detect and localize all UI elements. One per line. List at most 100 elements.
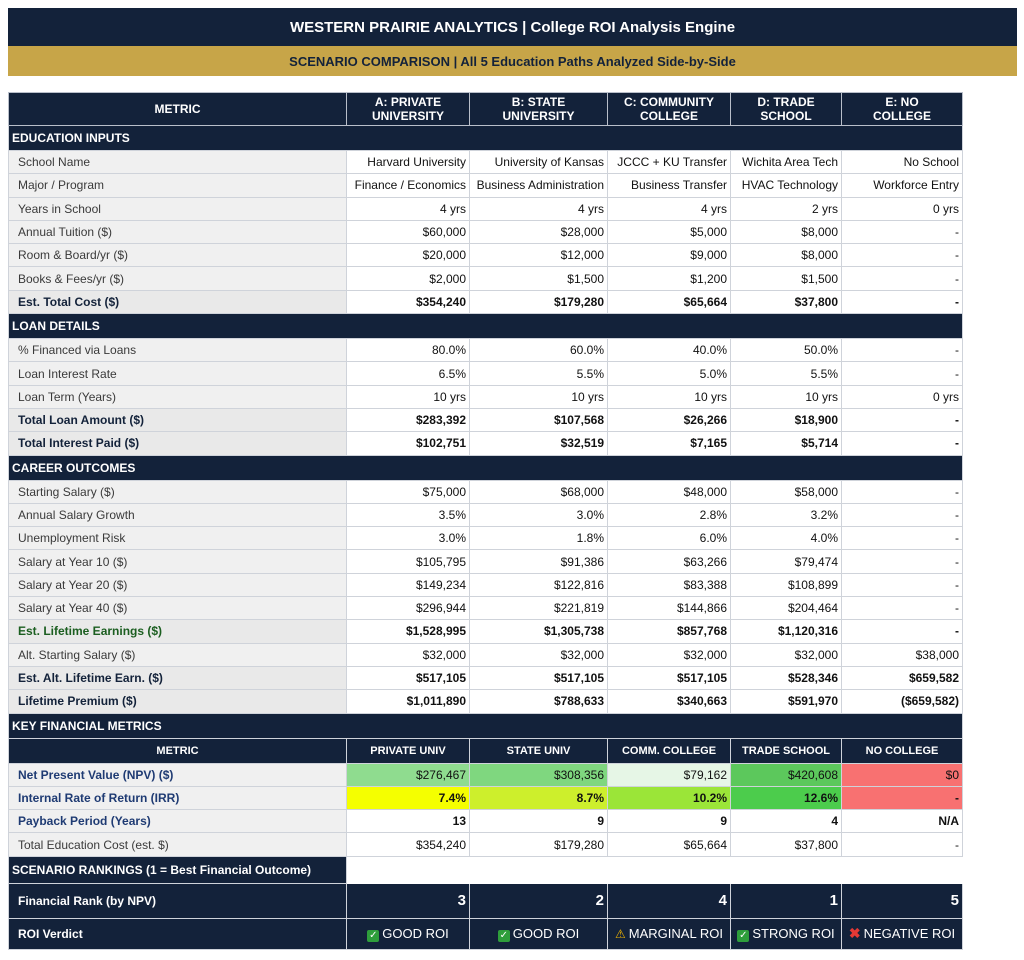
rank-value: 4 bbox=[607, 882, 731, 919]
cell-value: - bbox=[841, 549, 963, 574]
cell-value: $48,000 bbox=[607, 479, 731, 504]
cell-value: Wichita Area Tech bbox=[730, 149, 842, 175]
metric-value: $65,664 bbox=[607, 832, 731, 857]
cell-value: $63,266 bbox=[607, 549, 731, 574]
metric-value: 9 bbox=[607, 809, 731, 834]
table-row: Unemployment Risk 3.0% 1.8% 6.0% 4.0% - bbox=[8, 526, 963, 551]
table-row: School Name Harvard University University … bbox=[8, 149, 963, 175]
verdict-cell: ⚠ MARGINAL ROI bbox=[607, 917, 731, 950]
cell-value: $122,816 bbox=[469, 572, 608, 598]
cell-value: - bbox=[841, 619, 963, 644]
cell-value: 3.0% bbox=[469, 502, 608, 528]
table-row: Salary at Year 20 ($) $149,234 $122,816 $83… bbox=[8, 572, 963, 598]
scenario-header-line2: UNIVERSITY bbox=[502, 109, 575, 123]
scenario-header: D: TRADE SCHOOL bbox=[730, 92, 842, 126]
metric-value: - bbox=[841, 785, 963, 811]
section-header: KEY FINANCIAL METRICS bbox=[8, 712, 963, 739]
cell-value: $38,000 bbox=[841, 642, 963, 667]
metrics-header-cell: TRADE SCHOOL bbox=[730, 737, 842, 764]
table-row: Salary at Year 10 ($) $105,795 $91,386 $63,… bbox=[8, 549, 963, 574]
table-row: Lifetime Premium ($) $1,011,890 $788,633 $3… bbox=[8, 689, 963, 714]
scenario-header-line1: B: STATE bbox=[511, 95, 566, 109]
section-header: EDUCATION INPUTS bbox=[8, 125, 963, 151]
cell-value: 0 yrs bbox=[841, 384, 963, 409]
row-label: Est. Total Cost ($) bbox=[8, 289, 347, 315]
cell-value: JCCC + KU Transfer bbox=[607, 149, 731, 175]
row-label: Est. Lifetime Earnings ($) bbox=[8, 619, 347, 644]
table-row: Total Interest Paid ($) $102,751 $32,519 $7… bbox=[8, 431, 963, 456]
warning-icon: ⚠ bbox=[615, 927, 626, 942]
cell-value: $149,234 bbox=[346, 572, 470, 598]
cell-value: - bbox=[841, 526, 963, 551]
section-header: CAREER OUTCOMES bbox=[8, 454, 963, 481]
cell-value: $5,000 bbox=[607, 219, 731, 245]
cell-value: - bbox=[841, 361, 963, 386]
row-label: Payback Period (Years) bbox=[8, 809, 347, 834]
row-label: Est. Alt. Lifetime Earn. ($) bbox=[8, 665, 347, 691]
metric-value: N/A bbox=[841, 809, 963, 834]
rank-value: 2 bbox=[469, 882, 608, 919]
roi-comparison-table: METRIC A: PRIVATE UNIVERSITY B: STATE UNIVER… bbox=[8, 92, 963, 950]
verdict-cell: ✓ GOOD ROI bbox=[346, 917, 470, 950]
scenario-header-line1: A: PRIVATE bbox=[374, 95, 442, 109]
row-label: School Name bbox=[8, 149, 347, 175]
cell-value: $79,474 bbox=[730, 549, 842, 574]
cell-value: - bbox=[841, 266, 963, 291]
cell-value: $58,000 bbox=[730, 479, 842, 504]
cell-value: - bbox=[841, 431, 963, 456]
section-title: LOAN DETAILS bbox=[8, 313, 963, 340]
cell-value: $517,105 bbox=[346, 665, 470, 691]
verdict-text: STRONG ROI bbox=[752, 925, 835, 941]
cell-value: 50.0% bbox=[730, 338, 842, 363]
cell-value: 5.0% bbox=[607, 361, 731, 386]
row-label: Loan Term (Years) bbox=[8, 384, 347, 409]
cell-value: 80.0% bbox=[346, 338, 470, 363]
cell-value: $107,568 bbox=[469, 407, 608, 433]
cell-value: 5.5% bbox=[469, 361, 608, 386]
cell-value: $37,800 bbox=[730, 289, 842, 315]
cell-value: $28,000 bbox=[469, 219, 608, 245]
table-row: Est. Alt. Lifetime Earn. ($) $517,105 $517… bbox=[8, 665, 963, 691]
metric-value: $179,280 bbox=[469, 832, 608, 857]
cell-value: 5.5% bbox=[730, 361, 842, 386]
row-label: Annual Salary Growth bbox=[8, 502, 347, 528]
cell-value: 40.0% bbox=[607, 338, 731, 363]
cell-value: $32,000 bbox=[346, 642, 470, 667]
row-label: Years in School bbox=[8, 196, 347, 221]
column-header-row: METRIC A: PRIVATE UNIVERSITY B: STATE UNIVER… bbox=[8, 92, 963, 126]
metrics-header-cell: STATE UNIV bbox=[469, 737, 608, 764]
cell-value: $105,795 bbox=[346, 549, 470, 574]
cell-value: $32,519 bbox=[469, 431, 608, 456]
cell-value: $354,240 bbox=[346, 289, 470, 315]
table-row: Est. Lifetime Earnings ($) $1,528,995 $1,3… bbox=[8, 619, 963, 644]
cell-value: 4 yrs bbox=[469, 196, 608, 221]
cell-value: 4 yrs bbox=[607, 196, 731, 221]
cell-value: $659,582 bbox=[841, 665, 963, 691]
cell-value: $18,900 bbox=[730, 407, 842, 433]
cell-value: $1,528,995 bbox=[346, 619, 470, 644]
cell-value: $179,280 bbox=[469, 289, 608, 315]
verdict-cell: ✓ GOOD ROI bbox=[469, 917, 608, 950]
cell-value: $60,000 bbox=[346, 219, 470, 245]
cell-value: HVAC Technology bbox=[730, 173, 842, 198]
verdict-cell: ✓ STRONG ROI bbox=[730, 917, 842, 950]
metric-header: METRIC bbox=[8, 92, 347, 126]
scenario-header: C: COMMUNITY COLLEGE bbox=[607, 92, 731, 126]
cell-value: $108,899 bbox=[730, 572, 842, 598]
cell-value: $204,464 bbox=[730, 596, 842, 621]
section-title: EDUCATION INPUTS bbox=[8, 125, 963, 151]
cell-value: $857,768 bbox=[607, 619, 731, 644]
metric-value: 13 bbox=[346, 809, 470, 834]
row-label: Financial Rank (by NPV) bbox=[8, 882, 347, 919]
section-title: KEY FINANCIAL METRICS bbox=[8, 712, 963, 739]
cell-value: 4 yrs bbox=[346, 196, 470, 221]
cell-value: 6.5% bbox=[346, 361, 470, 386]
metrics-header-cell: NO COLLEGE bbox=[841, 737, 963, 764]
metric-value: $420,608 bbox=[730, 762, 842, 787]
section-title: SCENARIO RANKINGS (1 = Best Financial Ou… bbox=[8, 855, 347, 884]
cell-value: 4.0% bbox=[730, 526, 842, 551]
verdict-text: GOOD ROI bbox=[512, 925, 580, 941]
verdict-text: NEGATIVE ROI bbox=[863, 926, 956, 942]
row-label: Salary at Year 20 ($) bbox=[8, 572, 347, 598]
cell-value: $528,346 bbox=[730, 665, 842, 691]
